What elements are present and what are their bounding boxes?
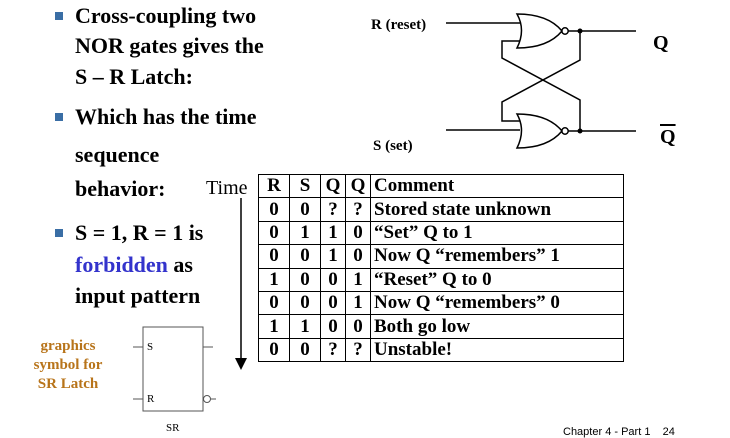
cell-qbar: ?	[345, 197, 371, 222]
graphics-label-line-1: graphics	[40, 338, 96, 354]
q-output-label: Q	[653, 32, 669, 54]
r-reset-label: R (reset)	[371, 17, 427, 33]
cell-r: 0	[258, 197, 290, 222]
header-r: R	[258, 173, 290, 199]
cell-r: 0	[258, 220, 290, 246]
cell-s: 1	[289, 220, 321, 246]
header-s: S	[289, 173, 321, 199]
cell-q: 1	[320, 244, 346, 269]
cell-comment: Now Q “remembers” 0	[370, 290, 624, 316]
table-row: 0 0 ? ? Stored state unknown	[258, 197, 624, 222]
bullet-2-line-2: sequence	[75, 142, 160, 167]
cell-r: 1	[258, 314, 290, 339]
cell-qbar: 1	[345, 267, 371, 292]
s-set-label: S (set)	[373, 138, 413, 154]
table-row: 1 1 0 0 Both go low	[258, 314, 624, 339]
cell-r: 0	[258, 337, 290, 363]
bullet-3-line-2: forbidden as	[75, 251, 193, 279]
cell-s: 0	[289, 337, 321, 363]
cell-s: 0	[289, 197, 321, 222]
cell-q: 0	[320, 267, 346, 292]
bullet-marker-3	[55, 229, 63, 237]
cell-s: 0	[289, 267, 321, 292]
cell-q: 1	[320, 220, 346, 246]
time-arrow	[235, 198, 247, 370]
cell-qbar: 0	[345, 220, 371, 246]
cell-qbar: 0	[345, 314, 371, 339]
cell-comment: “Reset” Q to 0	[370, 267, 624, 292]
cell-r: 0	[258, 244, 290, 269]
table-header-row: R S Q Q Comment	[258, 173, 624, 199]
header-q: Q	[320, 173, 346, 199]
footer-text: Chapter 4 - Part 1 24	[563, 426, 675, 438]
bullet-1-line-3: S – R Latch:	[75, 64, 193, 89]
nor-latch-circuit	[446, 13, 636, 149]
qbar-output-label: Q	[660, 126, 676, 148]
cell-s: 0	[289, 290, 321, 316]
cell-q: ?	[320, 337, 346, 363]
bullet-3-line-1: S = 1, R = 1 is	[75, 220, 204, 245]
cell-s: 0	[289, 244, 321, 269]
table-row: 0 0 0 1 Now Q “remembers” 0	[258, 290, 624, 316]
bullet-1-line-1: Cross-coupling two	[75, 3, 257, 28]
graphics-label-line-3: SR Latch	[37, 376, 99, 392]
forbidden-word: forbidden	[75, 252, 168, 277]
cell-comment: Both go low	[370, 314, 624, 339]
cell-qbar: 1	[345, 290, 371, 316]
cell-qbar: ?	[345, 337, 371, 363]
header-qbar: Q	[345, 173, 371, 199]
cell-qbar: 0	[345, 244, 371, 269]
bullet-3-line-3: input pattern	[75, 283, 201, 308]
bullet-3-line-2-rest: as	[167, 252, 193, 277]
bullet-marker-2	[55, 113, 63, 121]
table-row: 1 0 0 1 “Reset” Q to 0	[258, 267, 624, 292]
bullet-2-line-3: behavior:	[75, 176, 166, 201]
sr-latch-symbol	[133, 326, 216, 412]
cell-r: 1	[258, 267, 290, 292]
cell-s: 1	[289, 314, 321, 339]
time-label: Time	[206, 177, 248, 199]
bullet-1-line-2: NOR gates gives the	[75, 33, 264, 58]
cell-comment: Now Q “remembers” 1	[370, 244, 624, 269]
symbol-caption: SR	[166, 422, 180, 434]
graphics-label-line-2: symbol for	[33, 357, 103, 373]
graphics-symbol-label: graphics symbol for SR Latch	[22, 337, 114, 394]
cell-q: 0	[320, 314, 346, 339]
cell-comment: “Set” Q to 1	[370, 220, 624, 246]
cell-comment: Stored state unknown	[370, 197, 624, 222]
bullet-marker-1	[55, 12, 63, 20]
truth-table: R S Q Q Comment 0 0 ? ? Stored state unk…	[258, 173, 624, 363]
symbol-s-pin: S	[147, 341, 154, 353]
cell-q: 0	[320, 290, 346, 316]
table-row: 0 0 ? ? Unstable!	[258, 337, 624, 363]
cell-q: ?	[320, 197, 346, 222]
cell-comment: Unstable!	[370, 337, 624, 363]
table-row: 0 1 1 0 “Set” Q to 1	[258, 220, 624, 246]
symbol-r-pin: R	[147, 393, 155, 405]
bullet-2-line-1: Which has the time	[75, 104, 257, 129]
header-comment: Comment	[370, 173, 624, 199]
cell-r: 0	[258, 290, 290, 316]
table-row: 0 0 1 0 Now Q “remembers” 1	[258, 244, 624, 269]
